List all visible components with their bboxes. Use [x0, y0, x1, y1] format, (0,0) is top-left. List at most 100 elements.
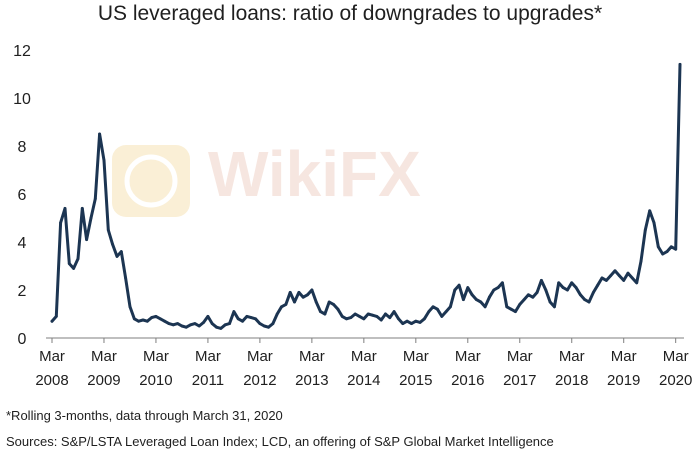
- x-tick-label-year: 2017: [503, 372, 536, 389]
- data-point: [566, 288, 569, 292]
- data-point: [418, 321, 422, 324]
- data-point: [479, 300, 483, 304]
- data-point: [219, 327, 223, 330]
- y-tick-label: 8: [18, 139, 27, 156]
- data-point: [349, 316, 353, 319]
- data-point: [50, 319, 54, 323]
- data-point: [414, 319, 418, 323]
- data-point: [184, 325, 188, 329]
- data-point: [323, 312, 327, 316]
- data-point: [553, 305, 556, 309]
- data-point: [362, 317, 366, 321]
- footnote-sources: Sources: S&P/LSTA Leveraged Loan Index; …: [6, 434, 554, 449]
- data-point: [466, 286, 470, 289]
- watermark-text: WikiFX: [208, 138, 421, 210]
- x-tick-label-year: 2011: [192, 372, 224, 389]
- data-point: [561, 286, 565, 289]
- data-point: [76, 257, 80, 261]
- data-point: [652, 221, 656, 225]
- x-tick-label-month: Mar: [39, 348, 65, 365]
- data-point: [115, 255, 119, 258]
- data-point: [384, 312, 387, 316]
- data-point: [197, 324, 201, 328]
- data-point: [288, 291, 292, 294]
- data-point: [54, 315, 58, 318]
- data-point: [656, 245, 660, 249]
- data-point: [544, 288, 548, 292]
- data-point: [275, 312, 279, 316]
- data-point: [314, 300, 318, 304]
- series-points: [50, 63, 682, 330]
- data-point: [310, 288, 314, 292]
- data-point: [669, 245, 673, 249]
- data-point: [643, 228, 647, 232]
- data-point: [67, 262, 71, 265]
- data-point: [375, 315, 379, 318]
- data-point: [388, 316, 392, 319]
- x-tick-label-month: Mar: [299, 348, 325, 365]
- chart-title: US leveraged loans: ratio of downgrades …: [98, 2, 602, 25]
- x-tick-label-month: Mar: [559, 348, 585, 365]
- data-point: [163, 319, 167, 323]
- data-point: [617, 274, 621, 277]
- data-point: [613, 269, 617, 273]
- data-point: [180, 324, 184, 328]
- data-point: [509, 307, 513, 311]
- data-point: [440, 315, 444, 318]
- x-tick-label-year: 2019: [607, 372, 640, 389]
- data-point: [470, 293, 474, 297]
- data-point: [297, 291, 301, 294]
- data-point: [483, 305, 487, 309]
- data-point: [583, 298, 587, 301]
- y-tick-label: 6: [18, 187, 27, 204]
- x-tick-label-month: Mar: [507, 348, 533, 365]
- data-point: [531, 295, 535, 299]
- data-point: [397, 317, 400, 321]
- data-point: [98, 132, 101, 136]
- x-tick-label-month: Mar: [351, 348, 377, 365]
- data-point: [462, 298, 465, 301]
- data-point: [574, 286, 578, 289]
- data-point: [154, 315, 158, 318]
- x-tick-label-year: 2015: [399, 372, 432, 389]
- data-point: [605, 279, 608, 282]
- data-point: [245, 315, 249, 318]
- data-point: [540, 279, 543, 282]
- data-point: [210, 322, 214, 325]
- data-point: [527, 293, 530, 297]
- data-point: [340, 315, 344, 318]
- watermark-logo-icon: [112, 145, 190, 217]
- data-point: [596, 283, 600, 287]
- data-point: [128, 305, 132, 309]
- data-point: [80, 207, 84, 210]
- x-tick-label-month: Mar: [663, 348, 689, 365]
- x-tick-label-month: Mar: [91, 348, 117, 365]
- x-tick-label-year: 2020: [659, 372, 692, 389]
- data-point: [63, 207, 67, 210]
- data-point: [609, 274, 613, 277]
- data-point: [635, 281, 639, 285]
- data-point: [353, 312, 357, 316]
- data-point: [630, 276, 634, 280]
- data-point: [366, 312, 370, 316]
- data-point: [59, 221, 62, 225]
- x-tick-label-year: 2009: [87, 372, 120, 389]
- data-point: [431, 305, 435, 309]
- data-point: [171, 323, 175, 327]
- data-point: [206, 315, 210, 318]
- data-point: [570, 281, 574, 285]
- data-point: [102, 159, 106, 162]
- data-point: [271, 322, 275, 325]
- data-point: [405, 319, 409, 323]
- data-point: [475, 298, 478, 301]
- data-point: [202, 321, 206, 324]
- x-tick-label-year: 2013: [295, 372, 328, 389]
- data-point: [345, 317, 348, 321]
- data-point: [501, 281, 504, 285]
- data-point: [626, 271, 630, 275]
- y-tick-label: 12: [13, 43, 31, 60]
- data-point: [193, 322, 197, 325]
- data-point: [223, 323, 227, 327]
- data-point: [189, 323, 193, 327]
- data-point: [332, 303, 335, 306]
